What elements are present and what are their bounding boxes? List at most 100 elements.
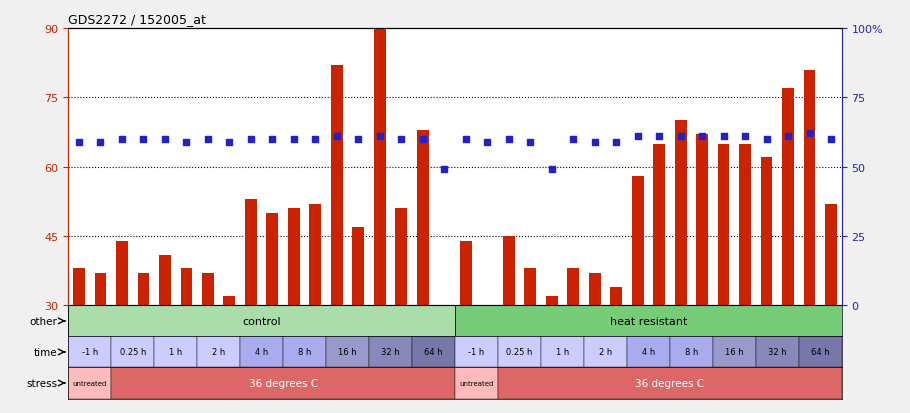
Point <box>416 136 430 143</box>
Point <box>459 136 473 143</box>
Text: 32 h: 32 h <box>381 348 399 356</box>
Bar <box>696 135 708 306</box>
Bar <box>498 337 541 368</box>
Text: 36 degrees C: 36 degrees C <box>635 378 704 388</box>
Bar <box>825 204 837 306</box>
Bar <box>111 337 154 368</box>
Bar <box>395 209 407 306</box>
Point <box>265 136 279 143</box>
Point <box>587 139 602 146</box>
Bar <box>224 297 236 306</box>
Text: 0.25 h: 0.25 h <box>506 348 532 356</box>
Text: heat resistant: heat resistant <box>610 316 687 326</box>
Bar <box>739 144 751 306</box>
Bar <box>369 337 412 368</box>
Bar <box>455 368 498 399</box>
Text: 16 h: 16 h <box>725 348 743 356</box>
Bar <box>111 368 455 399</box>
Bar <box>627 337 670 368</box>
Bar <box>567 269 579 306</box>
Text: 64 h: 64 h <box>424 348 443 356</box>
Text: 32 h: 32 h <box>768 348 786 356</box>
Bar <box>670 337 713 368</box>
Point <box>329 133 344 140</box>
Point <box>738 133 753 140</box>
Bar <box>137 273 149 306</box>
Bar <box>611 287 622 306</box>
Bar <box>202 273 214 306</box>
Text: 4 h: 4 h <box>255 348 268 356</box>
Point <box>566 136 581 143</box>
Bar <box>674 121 686 306</box>
Text: 8 h: 8 h <box>298 348 311 356</box>
Text: untreated: untreated <box>73 380 106 386</box>
Bar <box>159 255 171 306</box>
Text: 36 degrees C: 36 degrees C <box>248 378 318 388</box>
Point <box>179 139 194 146</box>
Bar <box>713 337 756 368</box>
Point <box>824 136 838 143</box>
Bar <box>412 337 455 368</box>
Bar <box>653 144 665 306</box>
Text: time: time <box>34 347 57 357</box>
Point <box>200 136 215 143</box>
Bar <box>68 306 455 337</box>
Bar <box>455 306 842 337</box>
Text: -1 h: -1 h <box>82 348 98 356</box>
Point <box>631 133 645 140</box>
Point <box>157 136 172 143</box>
Bar <box>498 368 842 399</box>
Bar <box>68 337 111 368</box>
Bar <box>439 306 450 402</box>
Bar <box>331 66 343 306</box>
Bar <box>503 236 515 306</box>
Point <box>781 133 795 140</box>
Point <box>437 167 451 173</box>
Bar <box>455 337 498 368</box>
Point <box>136 136 151 143</box>
Text: 8 h: 8 h <box>684 348 698 356</box>
Bar <box>589 273 601 306</box>
Text: untreated: untreated <box>460 380 493 386</box>
Bar <box>95 273 106 306</box>
Text: 4 h: 4 h <box>642 348 655 356</box>
Bar <box>154 337 197 368</box>
Point <box>351 136 366 143</box>
Point <box>394 136 409 143</box>
Point <box>222 139 237 146</box>
Bar <box>288 209 299 306</box>
Bar <box>245 199 257 306</box>
Bar <box>804 70 815 306</box>
Text: other: other <box>30 316 57 326</box>
Point <box>244 136 258 143</box>
Bar <box>718 144 730 306</box>
Text: GDS2272 / 152005_at: GDS2272 / 152005_at <box>68 13 207 26</box>
Bar <box>352 227 364 306</box>
Point <box>759 136 774 143</box>
Bar <box>799 337 842 368</box>
Point <box>72 139 86 146</box>
Bar <box>782 89 794 306</box>
Bar <box>756 337 799 368</box>
Bar <box>374 29 386 306</box>
Text: 16 h: 16 h <box>339 348 357 356</box>
Bar <box>309 204 321 306</box>
Bar <box>761 158 773 306</box>
Point <box>652 133 666 140</box>
Point <box>803 131 817 138</box>
Bar <box>632 176 643 306</box>
Bar <box>73 269 85 306</box>
Point <box>287 136 301 143</box>
Point <box>480 139 494 146</box>
Bar <box>524 269 536 306</box>
Point <box>695 133 710 140</box>
Point <box>501 136 516 143</box>
Point <box>544 167 559 173</box>
Point <box>523 139 538 146</box>
Bar <box>197 337 240 368</box>
Bar <box>460 241 471 306</box>
Bar <box>68 368 111 399</box>
Point <box>673 133 688 140</box>
Text: 2 h: 2 h <box>599 348 612 356</box>
Bar <box>267 214 278 306</box>
